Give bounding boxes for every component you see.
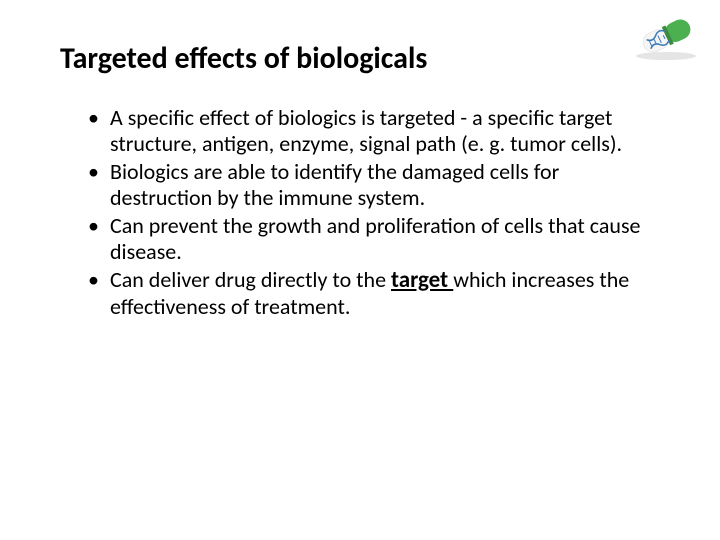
bullet-item: A specific effect of biologics is target… xyxy=(88,105,660,157)
bullet-list: A specific effect of biologics is target… xyxy=(60,105,660,320)
bullet-item: Can prevent the growth and proliferation… xyxy=(88,213,660,265)
target-keyword: target xyxy=(391,266,453,294)
bullet-item: Can deliver drug directly to the target … xyxy=(88,267,660,320)
bullet-item: Biologics are able to identify the damag… xyxy=(88,159,660,211)
slide-title: Targeted effects of biologicals xyxy=(60,40,660,77)
pill-capsule-icon xyxy=(626,6,706,62)
bullet-text-pre: Can deliver drug directly to the xyxy=(110,266,391,293)
slide-container: Targeted effects of biologicals A specif… xyxy=(0,0,720,540)
